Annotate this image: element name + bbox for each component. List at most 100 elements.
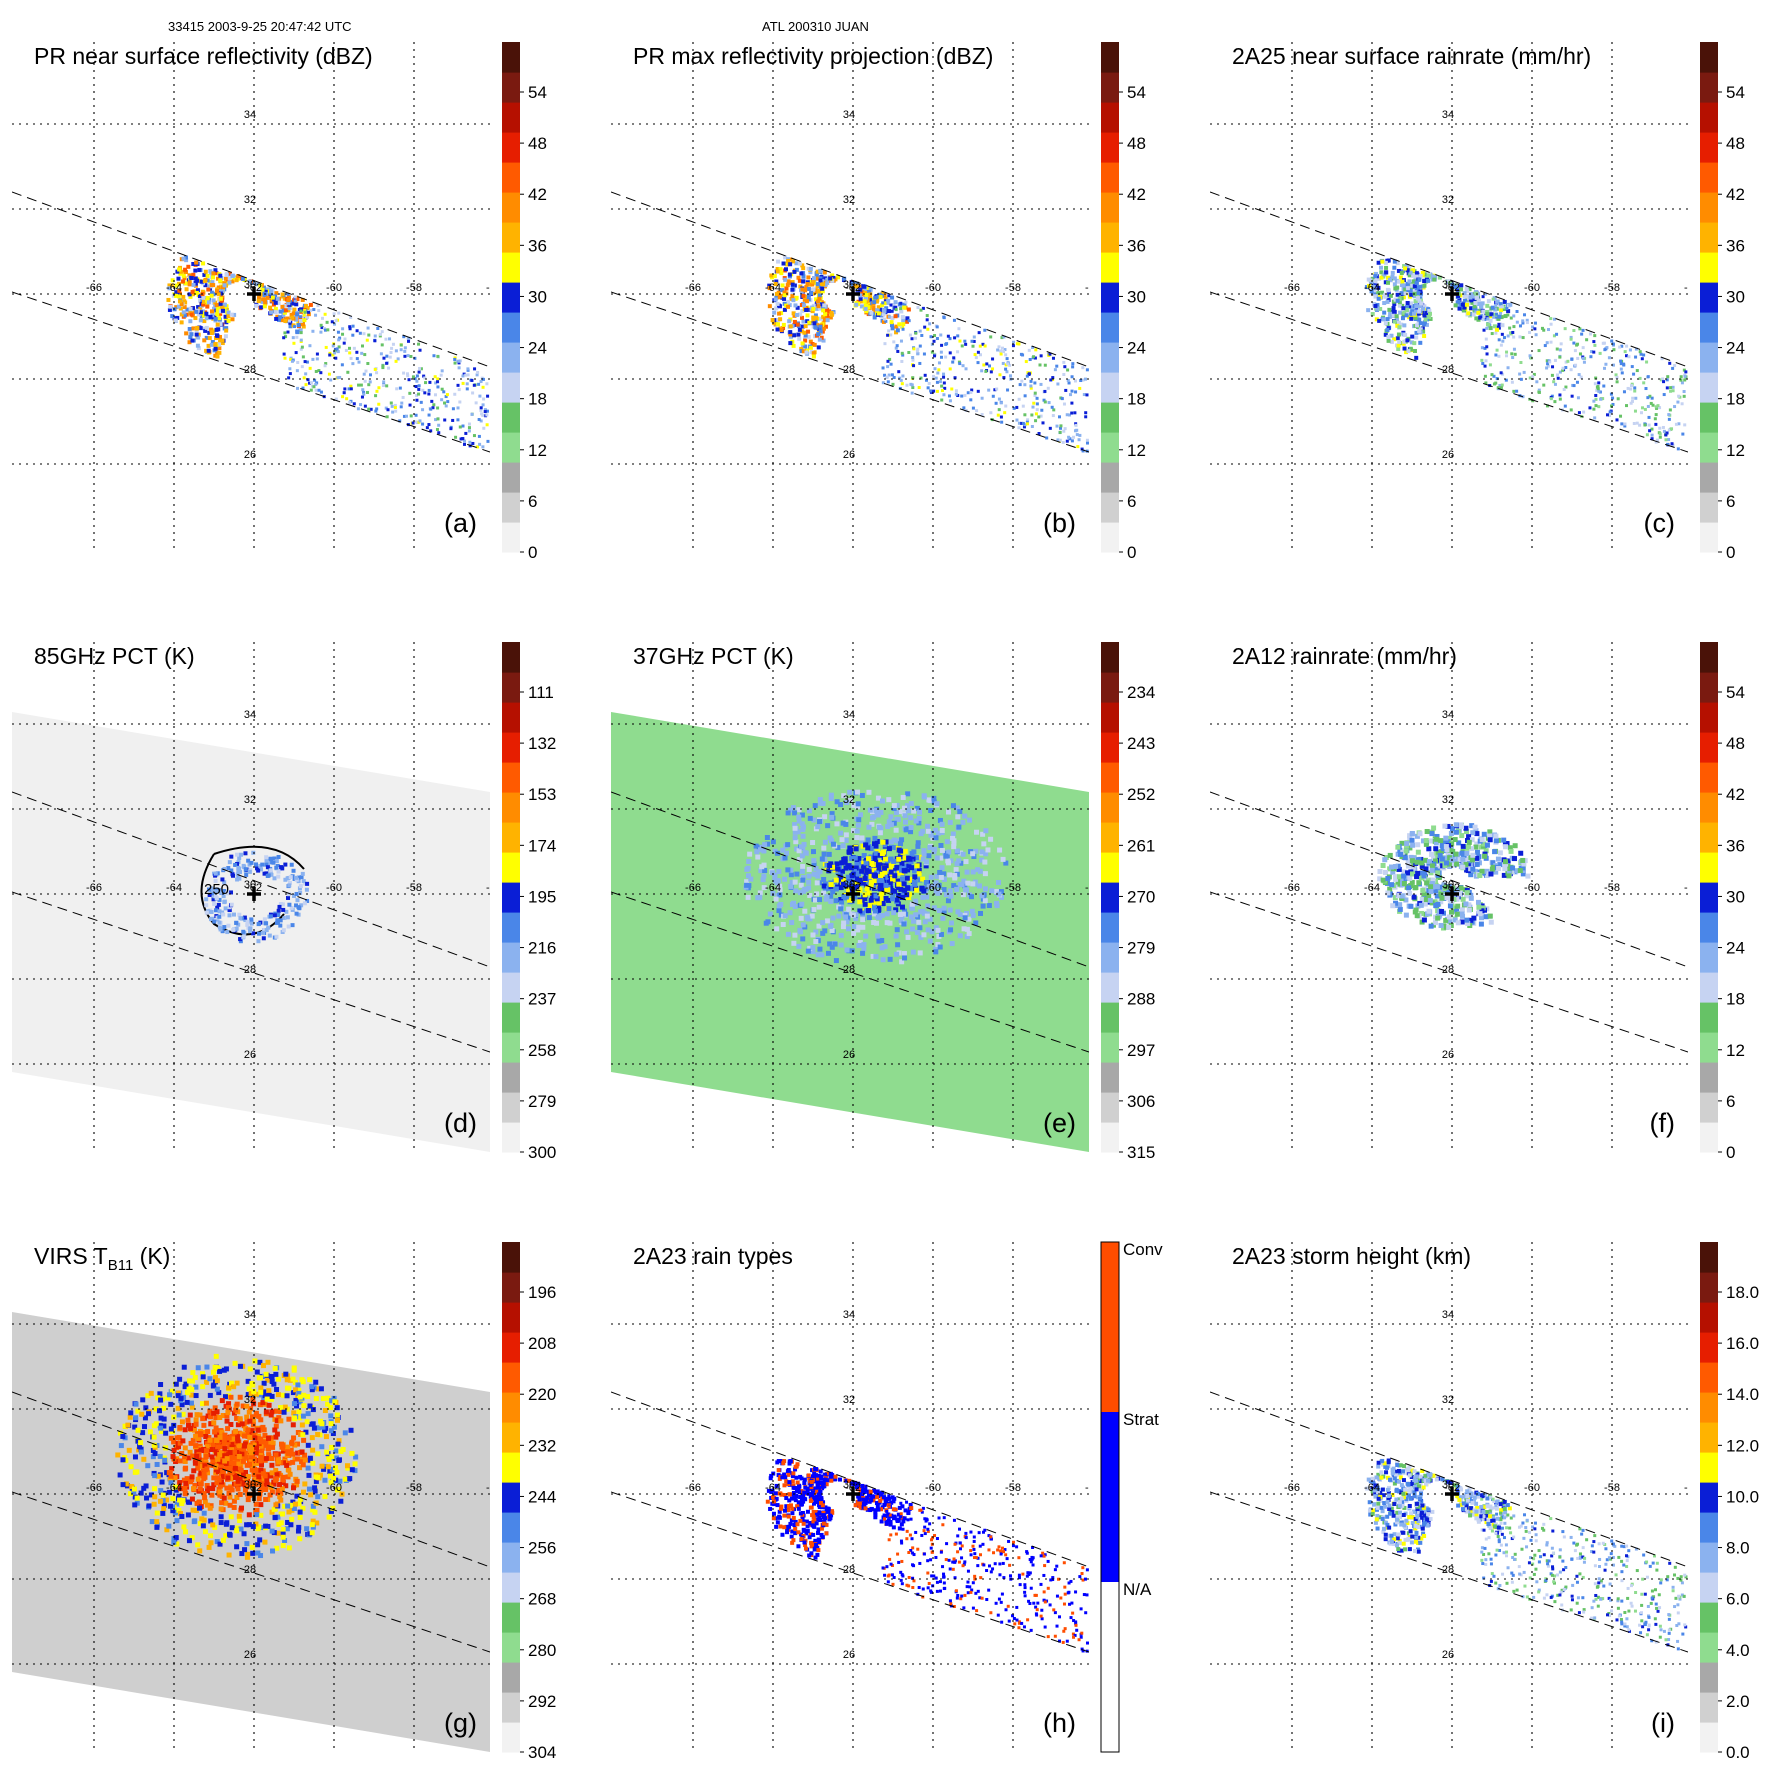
rain-pixel xyxy=(1485,352,1489,356)
rainrate-pixel xyxy=(1404,841,1410,847)
colorbar-segment xyxy=(502,762,520,793)
rain-pixel xyxy=(912,364,916,368)
pct37-pixel xyxy=(866,824,872,830)
rain-pixel xyxy=(444,395,448,399)
rain-pixel xyxy=(1392,309,1397,314)
rain-pixel xyxy=(334,356,338,360)
rain-pixel xyxy=(803,324,808,329)
rain-pixel xyxy=(1405,281,1410,286)
pct37-pixel xyxy=(835,866,841,872)
rain-pixel xyxy=(360,351,364,355)
rain-pixel xyxy=(1471,312,1476,317)
pct-pixel xyxy=(286,895,291,900)
pct37-pixel xyxy=(929,929,935,935)
rainrate-pixel xyxy=(1407,833,1413,839)
rain-pixel xyxy=(862,284,867,289)
rain-pixel xyxy=(1488,363,1492,367)
rain-pixel xyxy=(1582,360,1586,364)
rain-pixel xyxy=(1469,298,1474,303)
rain-pixel xyxy=(1481,318,1485,322)
rain-pixel xyxy=(1509,332,1513,336)
rain-pixel xyxy=(168,304,173,309)
pct37-pixel xyxy=(966,931,972,937)
rain-pixel xyxy=(1031,346,1035,350)
pct37-pixel xyxy=(964,869,970,875)
rain-pixel xyxy=(1420,326,1425,331)
rain-pixel xyxy=(821,326,826,331)
rain-pixel xyxy=(1391,313,1396,318)
rain-pixel xyxy=(1497,322,1502,327)
rain-pixel xyxy=(1084,415,1088,419)
rainrate-pixel xyxy=(1471,915,1477,921)
rainrate-pixel xyxy=(1448,831,1454,837)
rain-pixel xyxy=(292,307,297,312)
lon-label: -66 xyxy=(1284,282,1300,294)
rain-pixel xyxy=(399,405,403,409)
rain-pixel xyxy=(1413,315,1418,320)
rain-pixel xyxy=(187,273,192,278)
pct37-pixel xyxy=(931,799,937,805)
pct37-pixel xyxy=(816,904,822,910)
rain-pixel xyxy=(209,331,214,336)
colorbar-segment xyxy=(1101,132,1119,163)
pct-pixel xyxy=(271,860,276,865)
rain-pixel xyxy=(969,398,973,402)
pct-pixel xyxy=(220,877,225,882)
rain-pixel xyxy=(788,262,793,267)
pct37-pixel xyxy=(902,908,908,914)
pct37-pixel xyxy=(854,828,860,834)
rain-pixel xyxy=(863,306,868,311)
colorbar-segment xyxy=(1700,162,1718,193)
rain-pixel xyxy=(436,385,440,389)
pct37-pixel xyxy=(866,870,872,876)
rain-pixel xyxy=(901,374,905,378)
rainrate-pixel xyxy=(1440,846,1446,852)
rain-pixel xyxy=(316,304,320,308)
rain-pixel xyxy=(346,370,350,374)
rain-pixel xyxy=(463,439,467,443)
rain-pixel xyxy=(1552,380,1556,384)
pct37-pixel xyxy=(745,865,751,871)
rain-pixel xyxy=(1615,375,1619,379)
rainrate-pixel xyxy=(1458,885,1464,891)
rain-pixel xyxy=(989,335,993,339)
rain-pixel xyxy=(456,406,460,410)
rain-pixel xyxy=(942,381,946,385)
pct-pixel xyxy=(221,894,226,899)
pct37-pixel xyxy=(933,946,939,952)
rain-pixel xyxy=(226,310,231,315)
rain-pixel xyxy=(891,302,896,307)
rain-pixel xyxy=(1410,283,1415,288)
rain-pixel xyxy=(485,382,489,386)
rain-pixel xyxy=(1667,428,1671,432)
rain-pixel xyxy=(898,376,902,380)
rain-pixel xyxy=(806,266,811,271)
rain-pixel xyxy=(1470,294,1475,299)
pct-pixel xyxy=(210,916,215,921)
rain-pixel xyxy=(814,297,819,302)
pct-pixel xyxy=(213,878,218,883)
rain-pixel xyxy=(286,301,291,306)
rain-pixel xyxy=(948,351,952,355)
pct37-pixel xyxy=(762,867,768,873)
rain-pixel xyxy=(1420,270,1425,275)
pct-pixel xyxy=(272,876,277,881)
rain-pixel xyxy=(1611,396,1615,400)
colorbar-segment xyxy=(502,1002,520,1033)
rain-pixel xyxy=(1405,286,1410,291)
pct-pixel xyxy=(274,920,279,925)
pct37-pixel xyxy=(874,811,880,817)
pct37-pixel xyxy=(965,880,971,886)
rain-pixel xyxy=(820,306,825,311)
rain-pixel xyxy=(794,295,799,300)
rain-pixel xyxy=(767,283,772,288)
pct37-pixel xyxy=(981,841,987,847)
rain-pixel xyxy=(279,318,284,323)
rain-pixel xyxy=(209,342,214,347)
rain-pixel xyxy=(805,313,810,318)
rain-pixel xyxy=(486,439,490,443)
rain-pixel xyxy=(932,339,936,343)
pct37-pixel xyxy=(906,891,912,897)
rain-pixel xyxy=(207,336,212,341)
rain-pixel xyxy=(1397,325,1402,330)
